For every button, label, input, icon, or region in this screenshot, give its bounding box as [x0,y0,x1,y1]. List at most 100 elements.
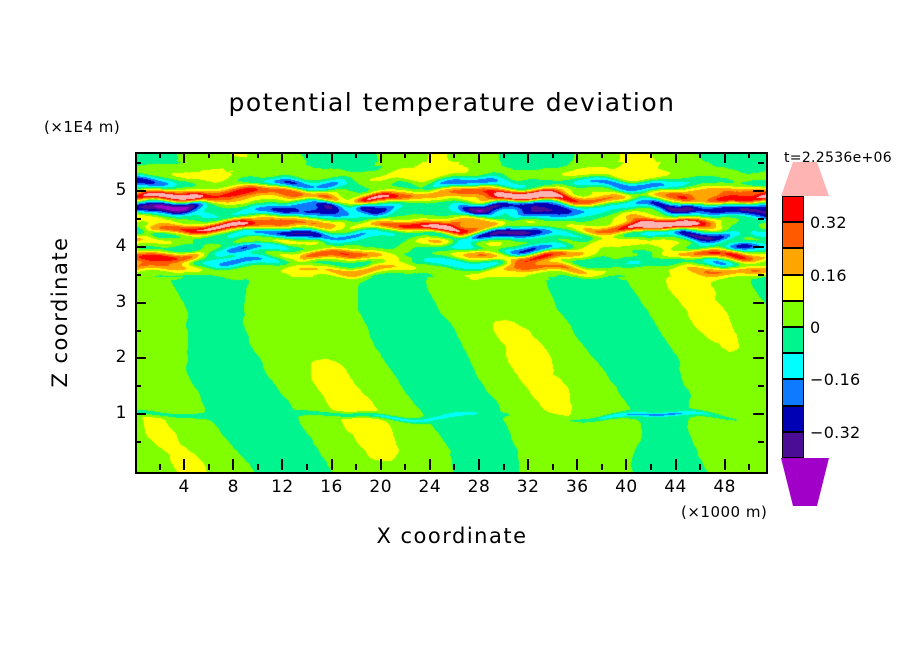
x-tick-label: 32 [516,477,540,497]
y-axis-tick [135,273,141,276]
x-axis-tick [158,152,161,158]
x-axis-tick [748,464,751,470]
x-axis-tick [748,152,751,158]
x-axis-tick [625,152,628,163]
colorbar-band [782,196,804,223]
colorbar-tick-label: 0.32 [810,213,847,233]
colorbar-cap-top [781,162,829,196]
y-axis-tick [758,385,764,388]
y-axis-tick [135,357,146,360]
x-axis-unit-label: (×1000 m) [681,503,768,521]
x-tick-label: 24 [418,477,442,497]
colorbar-band [782,300,804,327]
x-axis-tick [723,152,726,163]
x-axis-tick [576,152,579,163]
x-axis-tick [183,459,186,470]
x-axis-tick [256,464,259,470]
x-axis-tick [453,152,456,158]
x-axis-tick [527,459,530,470]
colorbar: 0.32 0.16 0 −0.16 −0.32 [781,162,860,506]
y-axis-tick [753,357,764,360]
x-axis-tick [576,459,579,470]
x-axis-tick [649,152,652,158]
y-tick-label: 1 [115,403,127,424]
x-axis-tick [600,464,603,470]
y-tick-label: 5 [115,180,127,201]
x-axis-tick [428,459,431,470]
x-tick-label: 20 [369,477,393,497]
y-axis-unit-label: (×1E4 m) [44,118,121,136]
x-axis-tick [330,459,333,470]
x-axis-tick [551,152,554,158]
x-axis-tick [551,464,554,470]
y-axis-tick [753,413,764,416]
x-tick-label: 44 [664,477,687,497]
page-title: potential temperature deviation [228,88,676,117]
y-axis-tick [753,245,764,248]
y-axis-tick [758,162,764,165]
x-tick-label: 40 [615,477,638,497]
x-axis-tick [404,464,407,470]
x-axis-tick [281,459,284,470]
y-tick-label: 3 [115,291,127,312]
x-axis-tick [355,464,358,470]
colorbar-band [782,379,804,406]
x-axis-tick [674,152,677,163]
x-axis-tick [232,459,235,470]
x-axis-tick [330,152,333,163]
y-axis-tick [135,190,146,193]
colorbar-band [782,248,804,275]
colorbar-cap-bottom [781,458,829,506]
x-axis-tick [256,152,259,158]
y-axis-tick [758,217,764,220]
colorbar-band [782,353,804,380]
colorbar-band [782,405,804,432]
contour-field-canvas [137,154,766,472]
x-tick-label: 48 [713,477,736,497]
x-axis-tick [699,464,702,470]
x-axis-tick [305,464,308,470]
y-axis-tick [135,441,141,444]
x-axis-tick [723,459,726,470]
y-axis-tick [758,441,764,444]
contour-plot-area [135,152,768,474]
x-axis-tick [502,464,505,470]
x-axis-tick [625,459,628,470]
x-axis-tick [428,152,431,163]
y-axis-tick [135,329,141,332]
colorbar-band [782,274,804,301]
y-axis-title: Z coordinate [48,236,72,388]
x-axis-tick [404,152,407,158]
x-axis-tick [379,459,382,470]
x-tick-label: 12 [271,477,294,497]
x-tick-label: 28 [467,477,491,497]
x-axis-tick [477,152,480,163]
y-axis-tick [135,413,146,416]
x-axis-title: X coordinate [376,524,528,548]
x-axis-tick [502,152,505,158]
y-axis-tick [753,301,764,304]
x-tick-label: 8 [227,477,239,497]
x-tick-label: 4 [178,477,190,497]
x-axis-tick [281,152,284,163]
colorbar-band [782,222,804,249]
x-axis-tick [158,464,161,470]
colorbar-band [782,431,804,458]
y-axis-tick [753,190,764,193]
x-axis-tick [674,459,677,470]
y-axis-tick [135,217,141,220]
x-axis-tick [183,152,186,163]
colorbar-tick-label: −0.16 [810,370,861,390]
x-axis-tick [600,152,603,158]
y-tick-label: 2 [115,347,127,368]
colorbar-tick-label: 0 [810,318,821,337]
x-axis-tick [305,152,308,158]
colorbar-tick-label: 0.16 [810,265,847,285]
x-tick-label: 16 [320,477,343,497]
x-axis-tick [527,152,530,163]
x-axis-tick [453,464,456,470]
x-tick-label: 36 [565,477,589,497]
x-axis-tick [355,152,358,158]
x-axis-tick [207,152,210,158]
x-axis-tick [699,152,702,158]
